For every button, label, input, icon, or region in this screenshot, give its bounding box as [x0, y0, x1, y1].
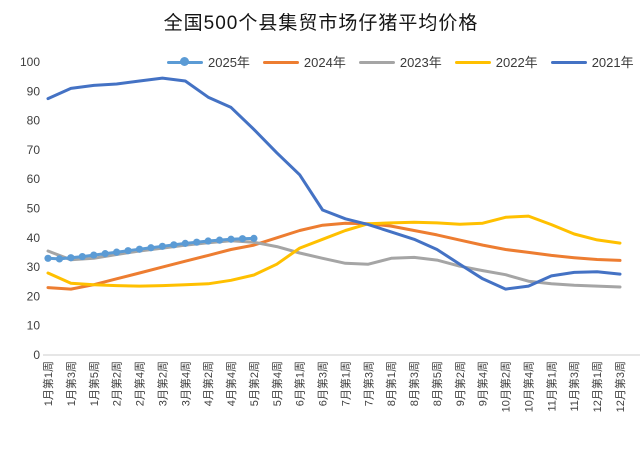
- y-tick-label: 20: [27, 289, 41, 303]
- legend-label: 2021年: [591, 55, 634, 70]
- x-tick-label: 2月第2周: [110, 361, 124, 406]
- y-tick-label: 0: [33, 348, 40, 362]
- series-line-2023年: [46, 239, 622, 289]
- x-tick-label: 10月第2周: [499, 361, 513, 412]
- x-tick-label: 6月第3周: [316, 361, 330, 406]
- series-marker-2025年: [124, 247, 132, 255]
- legend-label: 2023年: [399, 55, 442, 70]
- y-tick-label: 60: [27, 172, 41, 186]
- x-tick-label: 3月第2周: [155, 361, 169, 406]
- y-tick-label: 10: [27, 319, 41, 333]
- series-marker-2025年: [204, 237, 212, 245]
- series-marker-2025年: [158, 242, 166, 250]
- x-tick-label: 7月第3周: [361, 361, 375, 406]
- legend-label: 2024年: [303, 55, 346, 70]
- x-tick-label: 5月第4周: [270, 361, 284, 406]
- series-marker-2025年: [55, 255, 64, 263]
- x-tick-label: 11月第1周: [544, 361, 558, 412]
- series-marker-2025年: [193, 238, 201, 246]
- x-tick-label: 4月第2周: [201, 361, 215, 406]
- x-tick-label: 8月第5周: [430, 361, 444, 406]
- legend-swatch-icon: [454, 58, 491, 66]
- x-tick-label: 1月第5周: [87, 361, 101, 406]
- legend-item-2024年: 2024年: [262, 52, 346, 71]
- series-marker-2025年: [170, 241, 178, 249]
- x-tick-label: 12月第1周: [590, 361, 604, 412]
- y-tick-label: 100: [20, 55, 40, 69]
- series-line-2021年: [46, 76, 622, 291]
- series-marker-2025年: [238, 235, 247, 243]
- legend-swatch-icon: [550, 58, 587, 66]
- series-marker-2025年: [147, 244, 155, 252]
- x-tick-label: 9月第4周: [476, 361, 490, 406]
- x-tick-label: 2月第4周: [133, 361, 147, 406]
- legend-item-2023年: 2023年: [358, 52, 442, 71]
- legend-item-2021年: 2021年: [550, 52, 634, 71]
- series-marker-2025年: [67, 254, 75, 262]
- series-marker-2025年: [113, 248, 121, 256]
- legend-swatch-icon: [358, 58, 395, 66]
- series-marker-2025年: [181, 239, 189, 247]
- x-tick-label: 12月第3周: [613, 361, 627, 412]
- series-marker-2025年: [227, 235, 235, 243]
- series-marker-2025年: [101, 250, 109, 258]
- x-tick-label: 11月第3周: [567, 361, 581, 412]
- series-marker-2025年: [250, 234, 258, 242]
- x-tick-label: 6月第1周: [293, 361, 307, 406]
- legend-swatch-icon: [167, 56, 203, 66]
- chart-title: 全国500个县集贸市场仔猪平均价格: [163, 13, 479, 34]
- x-tick-label: 8月第3周: [407, 361, 421, 406]
- x-tick-label: 10月第4周: [521, 361, 535, 412]
- y-tick-label: 70: [27, 143, 41, 157]
- series-marker-2025年: [90, 251, 98, 259]
- series-line-2024年: [46, 221, 622, 291]
- legend-label: 2025年: [208, 55, 250, 70]
- y-tick-label: 40: [27, 231, 41, 245]
- y-tick-label: 90: [27, 84, 41, 98]
- x-tick-label: 5月第2周: [247, 361, 261, 406]
- series-marker-2025年: [44, 254, 52, 262]
- x-tick-label: 1月第3周: [64, 361, 78, 406]
- series-marker-2025年: [135, 245, 144, 253]
- y-tick-label: 50: [27, 202, 41, 216]
- chart-legend: 2025年 2024年 2023年 2022年 2021年: [167, 52, 634, 71]
- y-tick-label: 30: [27, 260, 41, 274]
- x-tick-label: 7月第1周: [338, 361, 352, 406]
- series-marker-2025年: [216, 236, 224, 244]
- legend-label: 2022年: [495, 55, 538, 70]
- series-line-2022年: [46, 214, 622, 288]
- x-tick-label: 1月第1周: [41, 361, 55, 406]
- x-tick-label: 8月第1周: [384, 361, 398, 406]
- x-tick-label: 4月第4周: [224, 361, 238, 406]
- x-tick-label: 3月第4周: [178, 361, 192, 406]
- legend-swatch-icon: [262, 58, 299, 66]
- y-tick-label: 80: [27, 114, 41, 128]
- x-tick-label: 9月第2周: [453, 361, 467, 406]
- legend-item-2022年: 2022年: [454, 52, 538, 71]
- legend-item-2025年: 2025年: [167, 52, 250, 71]
- series-marker-2025年: [78, 252, 86, 261]
